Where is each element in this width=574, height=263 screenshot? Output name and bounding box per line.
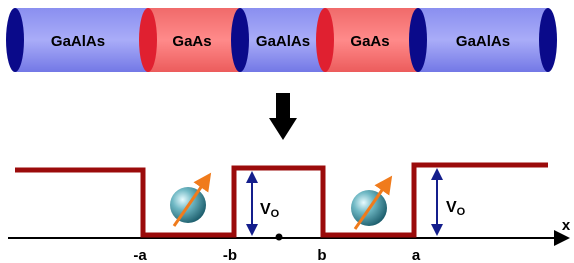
segment-label: GaAlAs [51,33,105,50]
tick-label: -a [133,247,147,263]
segment-label: GaAs [350,33,389,50]
tick-label: -b [223,247,237,263]
tick-label: a [412,247,421,263]
cap [6,8,24,72]
interface [316,8,334,72]
potential-profile [15,165,548,235]
interface [409,8,427,72]
interface [231,8,249,72]
segment-label: GaAlAs [456,33,510,50]
segment-label: GaAlAs [256,33,310,50]
barrier-label-sub: O [457,206,466,218]
barrier-label-main: V [446,199,457,216]
axis-label: x [562,217,571,234]
interface [139,8,157,72]
cylinder: GaAlAs GaAs GaAlAs GaAs GaAlAs [6,8,557,72]
barrier-label-sub: O [271,208,280,220]
origin-dot [276,234,283,241]
barrier-label-main: V [260,201,271,218]
segment-label: GaAs [172,33,211,50]
barrier-label: VO [260,201,280,220]
down-arrow [269,93,297,140]
tick-label: b [317,247,326,263]
barrier-label: VO [446,199,466,218]
potential-diagram: VO VO -a -b b a x [8,165,571,263]
diagram: GaAlAs GaAs GaAlAs GaAs GaAlAs VO VO -a … [0,0,574,263]
cap [539,8,557,72]
